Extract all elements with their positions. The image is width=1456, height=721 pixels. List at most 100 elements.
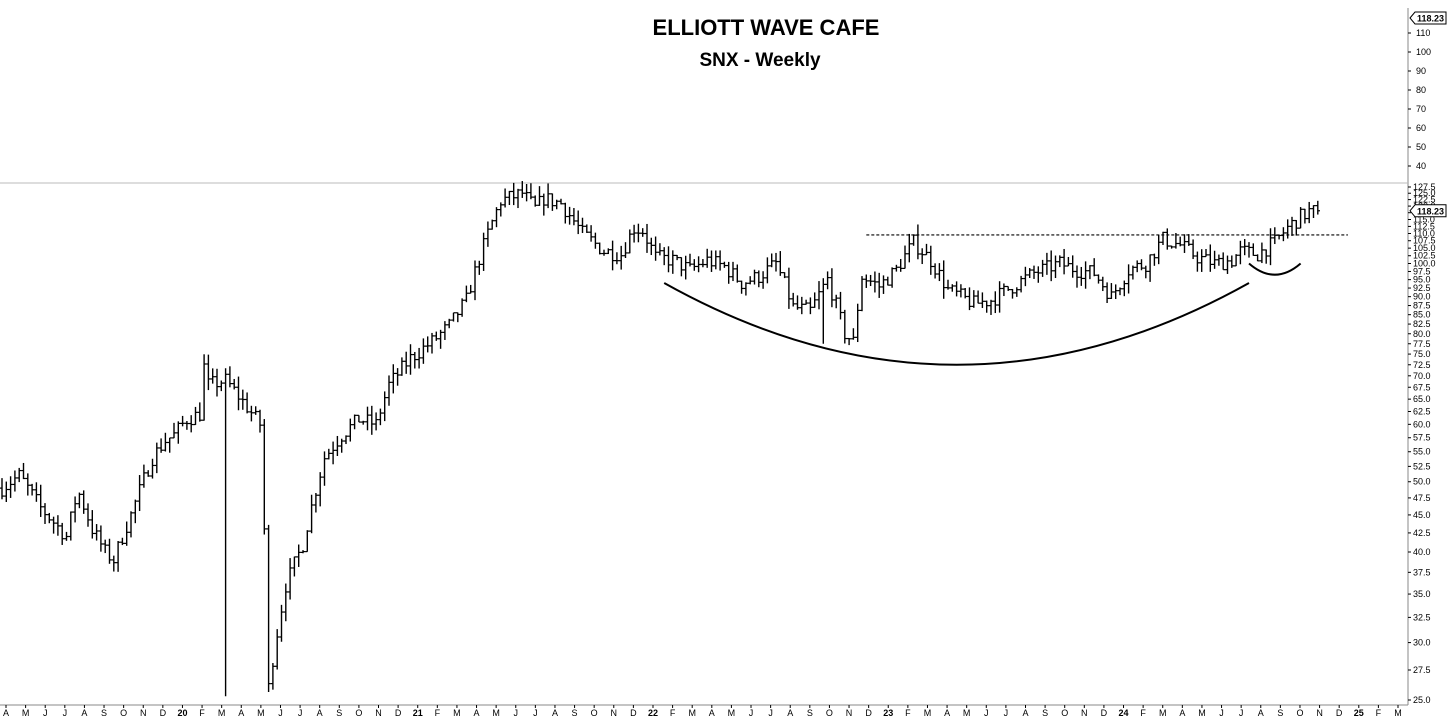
ohlc-bar <box>257 409 263 433</box>
x-year-label: 23 <box>883 708 893 718</box>
ohlc-bar <box>937 263 942 282</box>
ohlc-bar <box>404 351 409 374</box>
ohlc-bar <box>554 199 559 210</box>
x-month-label: N <box>846 708 853 718</box>
ohlc-bar <box>1074 265 1080 288</box>
ohlc-bar <box>571 208 577 226</box>
ohlc-bar <box>924 243 929 256</box>
x-month-label: M <box>492 708 500 718</box>
ohlc-bar <box>1122 280 1127 297</box>
ohlc-bar <box>163 432 168 452</box>
x-month-label: D <box>1336 708 1343 718</box>
y-tick-label: 80.0 <box>1413 329 1431 339</box>
y-tick-label: 110.0 <box>1413 228 1435 238</box>
y-tick-label: 85.0 <box>1413 310 1431 320</box>
ohlc-bar <box>167 437 172 453</box>
ohlc-bar <box>821 278 826 344</box>
y-tick-label: 35.0 <box>1413 589 1431 599</box>
ohlc-bar <box>1143 265 1148 279</box>
y-tick-label: 60.0 <box>1413 419 1431 429</box>
x-month-label: S <box>336 708 342 718</box>
ohlc-bar <box>550 193 555 211</box>
ohlc-bar <box>1053 255 1058 279</box>
y-tick-label: 105.0 <box>1413 243 1436 253</box>
ohlc-bar <box>348 418 353 442</box>
ohlc-bar <box>1104 282 1110 304</box>
ohlc-bar <box>967 287 972 311</box>
y-tick-label: 100.0 <box>1413 258 1436 268</box>
ohlc-bar <box>614 252 620 265</box>
ohlc-bar <box>765 257 770 284</box>
ohlc-bar <box>610 240 615 271</box>
ohlc-bar <box>171 422 177 439</box>
ohlc-bar <box>902 245 908 270</box>
x-month-label: M <box>1198 708 1206 718</box>
ohlc-bar <box>541 193 546 216</box>
ohlc-bar <box>696 256 701 273</box>
ohlc-bar <box>214 368 220 397</box>
ohlc-bar <box>60 522 65 545</box>
ohlc-bar <box>477 260 482 275</box>
ohlc-bar <box>1190 239 1196 260</box>
ohlc-bar <box>81 490 86 514</box>
ohlc-bar <box>270 663 276 690</box>
ohlc-bar <box>1225 255 1230 274</box>
ohlc-bar <box>1117 287 1123 296</box>
ohlc-bar <box>1031 265 1037 279</box>
ohlc-bar <box>128 511 134 538</box>
ohlc-bar <box>1126 264 1131 294</box>
x-month-label: D <box>865 708 872 718</box>
x-month-label: A <box>552 708 558 718</box>
ohlc-bar <box>1023 266 1028 287</box>
ohlc-bar <box>1057 255 1062 268</box>
ohlc-bar <box>146 470 151 477</box>
x-month-label: J <box>1239 708 1244 718</box>
ohlc-bar <box>1233 254 1239 267</box>
ohlc-bar <box>219 380 224 392</box>
y-tick-label: 107.5 <box>1413 236 1436 246</box>
ohlc-bar <box>1199 249 1204 272</box>
ohlc-bar <box>296 544 301 567</box>
ohlc-bar <box>717 250 723 271</box>
ohlc-bar <box>1070 255 1075 278</box>
x-month-label: J <box>1004 708 1009 718</box>
x-month-label: N <box>1316 708 1323 718</box>
ohlc-bar <box>502 188 508 208</box>
ohlc-bar <box>365 406 370 431</box>
x-month-label: M <box>963 708 971 718</box>
ohlc-bar <box>627 229 632 254</box>
x-month-label: A <box>787 708 793 718</box>
y-tick-label: 112.5 <box>1413 221 1435 231</box>
ohlc-bar <box>1040 259 1045 277</box>
ohlc-bar <box>107 538 112 564</box>
ohlc-bar <box>210 368 215 384</box>
ohlc-bar <box>1221 252 1226 271</box>
ohlc-bar <box>94 524 99 541</box>
x-month-label: F <box>905 708 911 718</box>
x-month-label: F <box>435 708 441 718</box>
ohlc-bar <box>748 276 753 285</box>
ohlc-bar <box>868 274 873 287</box>
y-tick-label: 122.5 <box>1413 195 1436 205</box>
ohlc-bar <box>1173 232 1179 249</box>
ohlc-bar <box>55 515 61 536</box>
ohlc-bar <box>644 223 650 253</box>
ohlc-bar <box>4 481 9 503</box>
ohlc-bar <box>752 269 757 285</box>
ohlc-bar <box>137 475 142 512</box>
ohlc-bar <box>253 406 258 415</box>
ohlc-bar <box>855 303 860 343</box>
x-month-label: J <box>513 708 518 718</box>
ohlc-bar <box>988 299 994 315</box>
ohlc-bar <box>72 496 78 523</box>
ohlc-bar <box>468 284 473 294</box>
y-tick-label: 55.0 <box>1413 447 1431 457</box>
ohlc-bar <box>339 438 344 453</box>
ohlc-bar <box>386 375 392 406</box>
x-year-label: 22 <box>648 708 658 718</box>
ohlc-bar <box>68 511 73 541</box>
x-month-label: J <box>984 708 989 718</box>
last-price-box: 118.23 <box>1409 204 1447 218</box>
ohlc-bar <box>1036 266 1041 283</box>
ohlc-bar <box>954 281 959 297</box>
